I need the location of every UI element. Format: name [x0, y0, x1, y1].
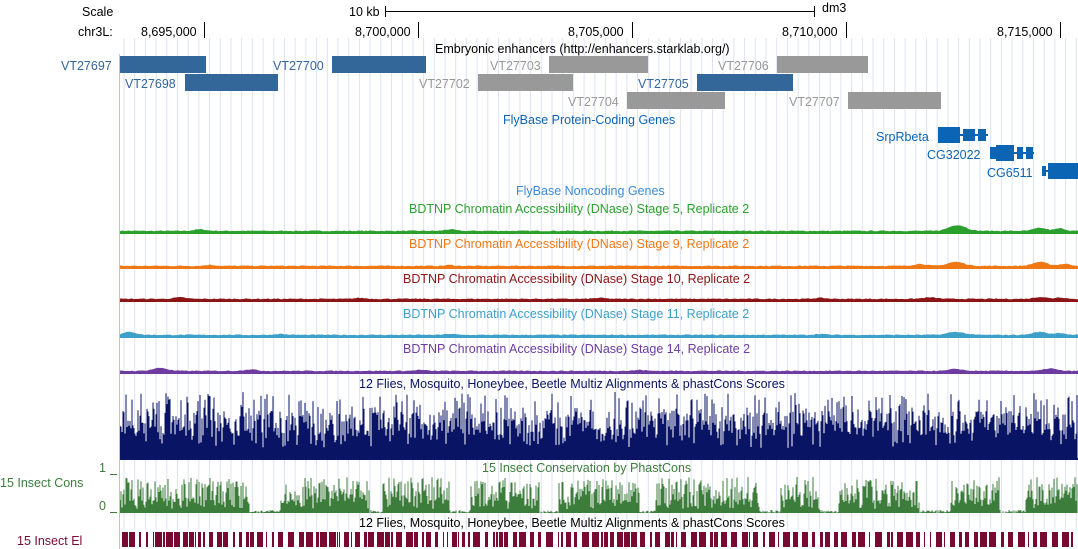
- enhancer-feature-vt27697[interactable]: [120, 56, 206, 73]
- scale-bar-right-tick: [814, 6, 815, 17]
- position-label: 8,710,000: [782, 25, 838, 39]
- elements-track-title[interactable]: 12 Flies, Mosquito, Honeybee, Beetle Mul…: [359, 516, 785, 530]
- ruler-tick: [204, 22, 205, 38]
- enhancer-label-vt27698[interactable]: VT27698: [125, 77, 176, 91]
- multiz-track-title[interactable]: 12 Flies, Mosquito, Honeybee, Beetle Mul…: [359, 377, 785, 391]
- dnase-stage11-signal[interactable]: [120, 322, 1078, 338]
- enhancer-label-vt27702[interactable]: VT27702: [419, 77, 470, 91]
- assembly-label: dm3: [822, 1, 847, 15]
- chrom-label: chr3L:: [78, 25, 113, 39]
- cons-y-bottom: 0: [99, 499, 106, 513]
- enhancer-label-vt27700[interactable]: VT27700: [273, 59, 324, 73]
- enhancer-label-vt27704[interactable]: VT27704: [568, 95, 619, 109]
- dnase-stage5-signal[interactable]: [120, 218, 1078, 234]
- cons-y-bottom-tick: [110, 512, 117, 513]
- enhancer-feature-vt27700[interactable]: [332, 56, 426, 73]
- gene-feature-cg6511[interactable]: [1042, 162, 1078, 180]
- scale-bar-label: 10 kb: [349, 5, 380, 19]
- scale-label: Scale: [82, 5, 114, 19]
- dnase-stage11-title[interactable]: BDTNP Chromatin Accessibility (DNase) St…: [403, 307, 750, 321]
- enhancer-label-vt27707[interactable]: VT27707: [789, 95, 840, 109]
- enhancer-feature-vt27703[interactable]: [549, 56, 648, 73]
- enhancer-feature-vt27698[interactable]: [185, 74, 278, 91]
- scale-bar-left-tick: [385, 6, 386, 17]
- gene-label-cg32022[interactable]: CG32022: [927, 148, 981, 162]
- position-label: 8,700,000: [355, 25, 411, 39]
- ruler-tick: [846, 22, 847, 38]
- position-guide-line: [119, 54, 120, 549]
- position-label: 8,695,000: [141, 25, 197, 39]
- enhancer-label-vt27703[interactable]: VT27703: [490, 59, 541, 73]
- cons-track-title[interactable]: 15 Insect Conservation by PhastCons: [482, 461, 692, 475]
- enhancer-feature-vt27706[interactable]: [777, 56, 868, 73]
- gene-feature-srprbeta[interactable]: [938, 126, 988, 144]
- ruler-tick: [632, 22, 633, 38]
- gene-label-cg6511[interactable]: CG6511: [987, 166, 1033, 180]
- scale-bar: [385, 11, 815, 12]
- elements-side-label[interactable]: 15 Insect El: [17, 534, 83, 548]
- enhancer-feature-vt27707[interactable]: [848, 92, 941, 109]
- ruler-tick: [1060, 22, 1061, 38]
- enhancers-track-title[interactable]: Embryonic enhancers (http://enhancers.st…: [435, 42, 730, 56]
- elements-features[interactable]: [120, 531, 1078, 548]
- cons-y-top: 1: [99, 461, 106, 475]
- enhancer-feature-vt27702[interactable]: [478, 74, 573, 91]
- position-label: 8,715,000: [997, 25, 1053, 39]
- dnase-stage14-signal[interactable]: [120, 358, 1078, 374]
- dnase-stage9-signal[interactable]: [120, 253, 1078, 269]
- enhancer-label-vt27705[interactable]: VT27705: [638, 77, 689, 91]
- protein-genes-track-title[interactable]: FlyBase Protein-Coding Genes: [503, 113, 676, 127]
- multiz-phastcons-signal[interactable]: [120, 392, 1078, 460]
- ruler-tick: [418, 22, 419, 38]
- dnase-stage5-title[interactable]: BDTNP Chromatin Accessibility (DNase) St…: [409, 202, 750, 216]
- enhancer-label-vt27697[interactable]: VT27697: [61, 59, 112, 73]
- enhancer-feature-vt27704[interactable]: [627, 92, 725, 109]
- position-label: 8,705,000: [568, 25, 624, 39]
- enhancer-label-vt27706[interactable]: VT27706: [718, 59, 769, 73]
- gene-feature-cg32022[interactable]: [990, 144, 1034, 162]
- dnase-stage10-title[interactable]: BDTNP Chromatin Accessibility (DNase) St…: [403, 272, 751, 286]
- noncoding-track-title[interactable]: FlyBase Noncoding Genes: [516, 184, 665, 198]
- cons-signal[interactable]: [120, 475, 1078, 513]
- dnase-stage14-title[interactable]: BDTNP Chromatin Accessibility (DNase) St…: [403, 342, 751, 356]
- enhancer-feature-vt27705[interactable]: [697, 74, 793, 91]
- cons-side-label[interactable]: 15 Insect Cons: [0, 476, 84, 490]
- gene-label-srprbeta[interactable]: SrpRbeta: [876, 130, 929, 144]
- cons-y-top-tick: [110, 474, 117, 475]
- dnase-stage9-title[interactable]: BDTNP Chromatin Accessibility (DNase) St…: [409, 237, 750, 251]
- dnase-stage10-signal[interactable]: [120, 286, 1078, 302]
